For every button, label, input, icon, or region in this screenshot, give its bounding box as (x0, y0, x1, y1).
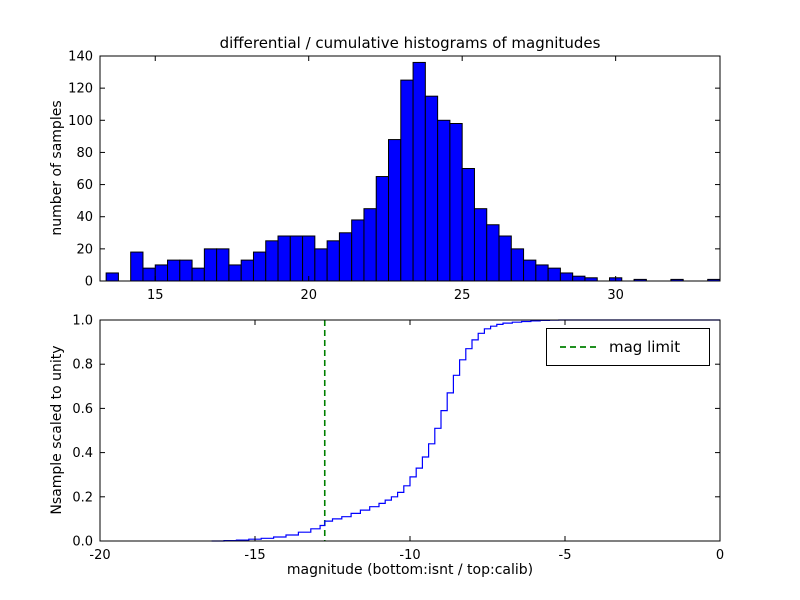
histogram-bar (252, 251, 267, 282)
x-tick-label: -15 (244, 548, 265, 563)
histogram-bar (338, 232, 353, 282)
histogram-bar (388, 139, 402, 282)
y-tick-label: 80 (76, 146, 93, 161)
y-tick-label: 0 (85, 275, 93, 290)
histogram-bar (498, 235, 512, 282)
histogram-bar (375, 176, 390, 282)
axes-frame (99, 55, 721, 282)
histogram-bar (130, 251, 144, 282)
x-tick-label: 15 (147, 288, 164, 303)
y-tick-label: 100 (68, 114, 93, 129)
x-tick-label: -5 (559, 548, 572, 563)
histogram-bar (486, 224, 500, 282)
y-tick-label: 0.0 (72, 535, 93, 550)
y-tick-label: 120 (68, 82, 93, 97)
histogram-bar (154, 264, 169, 282)
histogram-bar (142, 267, 156, 282)
histogram-bar (203, 248, 218, 282)
y-tick-label: 60 (76, 178, 93, 193)
histogram-bar (326, 240, 340, 282)
y-tick-label: 20 (76, 242, 93, 257)
histogram-bar (265, 240, 279, 282)
histogram-bar (572, 275, 586, 282)
histogram-bars (105, 61, 721, 282)
y-tick-label: 0.8 (72, 358, 93, 373)
histogram-bar (412, 61, 426, 282)
y-tick-label: 0.6 (72, 402, 93, 417)
histogram-bar (105, 272, 119, 282)
bottom-xlabel: magnitude (bottom:isnt / top:calib) (286, 562, 534, 578)
x-tick-label: 20 (300, 288, 317, 303)
histogram-bar (289, 235, 304, 282)
x-tick-label: -10 (399, 548, 420, 563)
histogram-bar (523, 259, 537, 282)
histogram-bar (424, 95, 439, 282)
histogram-bar (167, 259, 181, 282)
figure-title: differential / cumulative histograms of … (219, 34, 601, 52)
legend-swatch (560, 346, 596, 348)
histogram-bar (473, 208, 488, 282)
histogram-bar (277, 235, 291, 282)
x-tick-label: -20 (89, 548, 110, 563)
legend-label: mag limit (609, 338, 681, 356)
y-tick-label: 0.4 (72, 446, 93, 461)
histogram-bar (314, 248, 328, 282)
y-tick-label: 140 (68, 50, 93, 65)
histogram-bar (216, 248, 230, 282)
y-tick-label: 0.2 (72, 490, 93, 505)
histogram-bar (228, 264, 242, 282)
histogram-bar (461, 168, 475, 282)
histogram-bar (449, 123, 463, 282)
histogram-bar (240, 259, 254, 282)
bottom-ylabel: Nsample scaled to unity (49, 345, 65, 515)
histogram-bar (363, 208, 377, 282)
x-tick-label: 30 (607, 288, 624, 303)
histogram-bar (547, 267, 561, 282)
legend: mag limit (546, 328, 710, 366)
cumulative-step-line (211, 319, 720, 542)
histogram-bar (535, 264, 549, 282)
x-tick-label: 25 (454, 288, 471, 303)
histogram-bar (191, 267, 205, 282)
histogram-bar (559, 272, 574, 282)
histogram-bar (400, 79, 414, 282)
top-ylabel: number of samples (49, 100, 65, 236)
histogram-bar (351, 219, 365, 282)
top-axes: 15 20 25 30 0 20 40 60 80 100 120 140 (68, 50, 721, 303)
histogram-bar (510, 248, 525, 282)
bottom-axes: -20 -15 -10 -5 0 0.0 0.2 0.4 0.6 0.8 1.0 (72, 314, 724, 564)
histogram-bar (179, 259, 193, 282)
histogram-bar (437, 119, 451, 282)
histogram-bar (302, 235, 316, 282)
x-tick-label: 0 (716, 548, 724, 563)
y-tick-label: 40 (76, 210, 93, 225)
y-tick-label: 1.0 (72, 314, 93, 329)
